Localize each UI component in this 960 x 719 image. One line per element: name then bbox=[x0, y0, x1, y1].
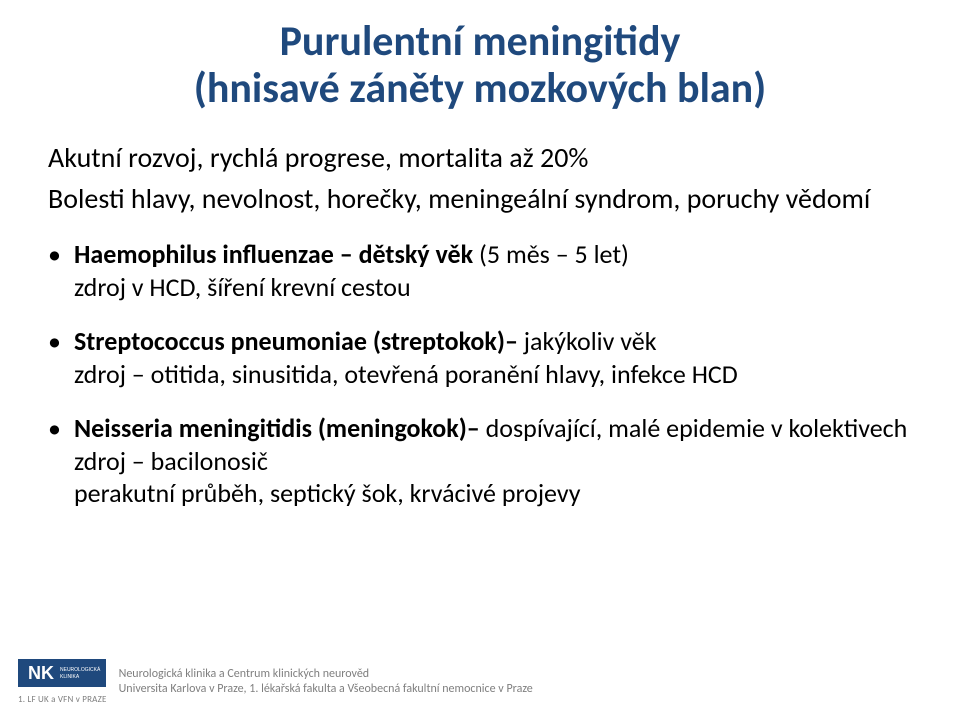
logo-text: NK bbox=[28, 663, 54, 683]
body-block: Akutní rozvoj, rychlá progrese, mortalit… bbox=[48, 140, 912, 510]
bullet-head-bold: Streptococcus pneumoniae (streptokok)– bbox=[74, 325, 524, 357]
logo-label-2: KLINIKA bbox=[60, 674, 80, 680]
slide: Purulentní meningitidy (hnisavé záněty m… bbox=[0, 0, 960, 719]
intro-line-2: Bolesti hlavy, nevolnost, horečky, menin… bbox=[48, 181, 912, 216]
footer: NK NEUROLOGICKÁ KLINIKA 1. LF UK a VFN v… bbox=[0, 659, 960, 705]
bullet-head-bold: Neisseria meningitidis (meningokok)– bbox=[74, 412, 486, 444]
bullet-item: Streptococcus pneumoniae (streptokok)– j… bbox=[48, 325, 912, 390]
bullet-sub-2: perakutní průběh, septický šok, krvácivé… bbox=[74, 477, 912, 510]
title-block: Purulentní meningitidy (hnisavé záněty m… bbox=[48, 18, 912, 112]
footer-line-1: Neurologická klinika a Centrum klinickýc… bbox=[119, 667, 533, 682]
bullet-head-bold: Haemophilus influenzae – dětský věk bbox=[74, 238, 479, 270]
footer-line-2: Universita Karlova v Praze, 1. lékařská … bbox=[119, 682, 533, 697]
nk-logo-icon: NK NEUROLOGICKÁ KLINIKA bbox=[18, 659, 106, 693]
footer-text: Neurologická klinika a Centrum klinickýc… bbox=[119, 667, 533, 697]
bullet-item: Haemophilus influenzae – dětský věk (5 m… bbox=[48, 238, 912, 303]
bullet-head-rest: dospívající, malé epidemie v kolektivech bbox=[486, 412, 908, 444]
bullet-head-rest: (5 měs – 5 let) bbox=[479, 238, 629, 270]
bullet-head-rest: jakýkoliv věk bbox=[524, 325, 657, 357]
logo-subtext: 1. LF UK a VFN v PRAZE bbox=[18, 694, 107, 705]
bullet-item: Neisseria meningitidis (meningokok)– dos… bbox=[48, 412, 912, 510]
title-line-2: (hnisavé záněty mozkových blan) bbox=[48, 65, 912, 112]
logo-label-1: NEUROLOGICKÁ bbox=[60, 666, 101, 673]
bullet-list: Haemophilus influenzae – dětský věk (5 m… bbox=[48, 238, 912, 510]
logo: NK NEUROLOGICKÁ KLINIKA 1. LF UK a VFN v… bbox=[18, 659, 107, 705]
bullet-sub: zdroj – otitida, sinusitida, otevřená po… bbox=[74, 358, 912, 391]
bullet-sub: zdroj v HCD, šíření krevní cestou bbox=[74, 271, 912, 304]
intro-line-1: Akutní rozvoj, rychlá progrese, mortalit… bbox=[48, 140, 912, 175]
bullet-sub: zdroj – bacilonosič bbox=[74, 445, 912, 478]
title-line-1: Purulentní meningitidy bbox=[48, 18, 912, 65]
